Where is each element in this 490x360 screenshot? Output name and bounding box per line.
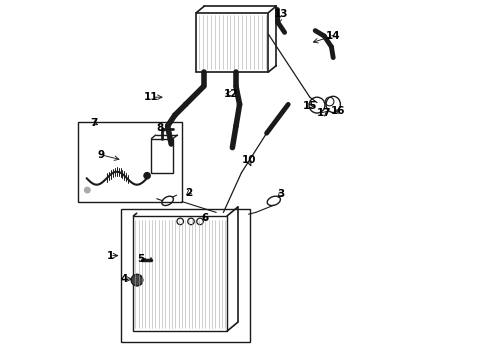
- Text: 6: 6: [202, 213, 209, 223]
- Text: 10: 10: [242, 155, 256, 165]
- Bar: [77, 122, 182, 202]
- Text: 13: 13: [274, 9, 288, 19]
- Bar: [196, 13, 269, 72]
- Text: 4: 4: [121, 274, 128, 284]
- Text: 9: 9: [98, 150, 104, 160]
- Text: 3: 3: [277, 189, 285, 199]
- Text: 16: 16: [331, 106, 345, 116]
- Text: 2: 2: [186, 188, 193, 198]
- Text: 11: 11: [144, 92, 159, 102]
- Text: 5: 5: [137, 254, 144, 264]
- Text: 15: 15: [302, 101, 317, 111]
- Bar: [121, 209, 250, 342]
- Text: 1: 1: [106, 251, 114, 261]
- Text: 8: 8: [157, 123, 164, 133]
- Circle shape: [144, 172, 150, 179]
- Text: 7: 7: [90, 118, 98, 128]
- Bar: [133, 216, 227, 331]
- Circle shape: [84, 187, 90, 193]
- Bar: [151, 139, 173, 173]
- Text: 14: 14: [326, 31, 341, 41]
- Text: 12: 12: [223, 89, 238, 99]
- Circle shape: [131, 274, 143, 286]
- Text: 17: 17: [317, 108, 332, 118]
